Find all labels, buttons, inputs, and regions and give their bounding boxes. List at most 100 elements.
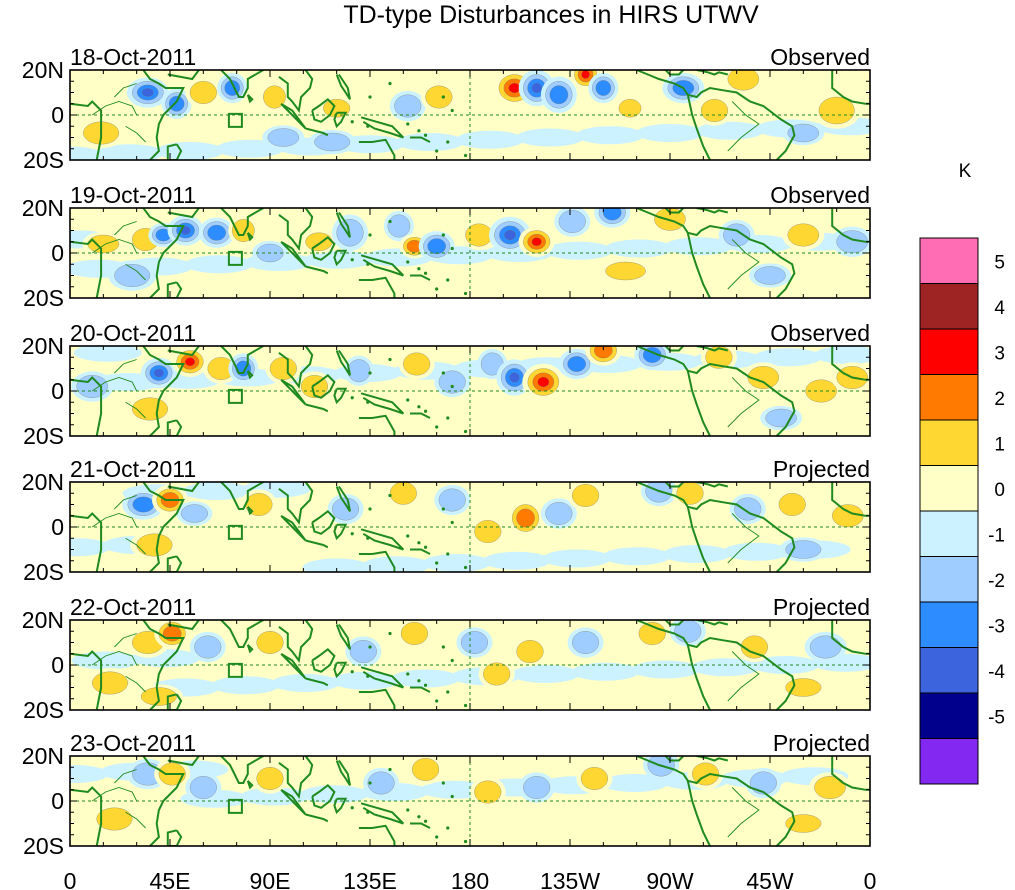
island-dot [423,819,428,823]
coastline [70,238,103,298]
anomaly-contour [537,376,550,388]
island-dot [435,287,439,291]
country-border [114,221,137,236]
coastline [278,70,314,113]
island-dot [350,258,354,262]
coastline [166,143,183,160]
anomaly-contour [504,229,516,241]
faint-anomaly [696,121,764,140]
anomaly-contour [185,357,195,366]
anomaly-contour [263,85,286,109]
faint-anomaly [691,658,760,677]
y-tick-label: 0 [51,788,64,814]
anomaly-contour [516,640,544,663]
colorbar-tick-label: -5 [988,708,1005,729]
anomaly-contour [412,758,440,781]
coastline [360,254,405,277]
country-border [727,101,760,152]
country-border [727,787,760,838]
coastline [166,693,183,710]
panel-status-label: Projected [773,456,870,482]
island-dot [463,153,468,158]
anomaly-contour [194,635,222,659]
panel-date-label: 20-Oct-2011 [70,320,196,346]
coastline [220,756,264,784]
coastline [280,788,307,816]
coastline [410,136,431,143]
coastline [410,822,431,829]
island-dot [435,835,439,839]
anomaly-field [70,482,870,572]
anomaly-contour [603,208,622,221]
anomaly-contour [460,631,488,654]
coastline [278,620,314,663]
coastline [410,548,431,555]
coastline [664,482,685,488]
island-dot [406,808,410,812]
island-dot [446,552,450,556]
island-dot [435,149,439,153]
coastline [305,127,329,137]
y-tick-label: 20S [23,697,64,723]
coastline [686,780,711,846]
country-border [91,513,138,528]
coastline [664,756,685,762]
panel-status-label: Projected [773,594,870,620]
faint-anomaly [211,676,280,695]
anomaly-contour [531,237,542,246]
anomaly-contour [545,502,573,525]
faint-anomaly [182,482,251,500]
coastline [142,756,185,846]
country-border [125,401,146,419]
coastline [636,756,796,846]
anomaly-contour [747,366,780,389]
anomaly-contour [754,266,786,285]
island-dot [350,120,354,124]
island-dot [463,565,468,570]
colorbar-swatch [919,510,979,557]
coastline [220,482,264,510]
coastline [167,346,200,357]
island-dot [463,839,468,844]
island-dot [368,95,372,99]
anomaly-contour [765,408,797,428]
anomaly-contour [572,631,600,654]
island-dot [406,122,410,126]
y-tick-label: 20S [23,423,64,449]
coastline [410,412,431,419]
island-dot [388,493,392,498]
coastline [167,70,200,81]
anomaly-contour [558,210,586,233]
coastline [70,376,103,436]
island-dot [423,409,428,413]
coastline [686,370,711,436]
country-border [114,769,137,784]
coastline [358,276,396,298]
island-dot [350,532,354,536]
coastline [246,232,254,242]
anomaly-contour [305,232,333,251]
coastline [335,211,351,238]
faint-anomaly [70,146,104,160]
coastline [335,623,351,650]
coastline [305,265,329,275]
faint-anomaly [636,124,704,142]
anomaly-contour [580,767,608,790]
coastline [335,759,351,786]
panel-status-label: Observed [770,320,870,346]
anomaly-field [70,70,870,160]
panel: 20N 0 20S 23-Oct-2011 Projected [22,730,871,859]
faint-anomaly [753,348,822,367]
island-dot [446,140,450,144]
anomaly-contour [832,504,864,528]
panel-date-label: 21-Oct-2011 [70,456,196,482]
island-dot [450,246,454,251]
island-dot [417,679,421,683]
island-dot [388,631,392,636]
x-tick-label: 135W [540,868,600,890]
x-tick-label: 90E [250,868,291,890]
coastline [333,661,348,679]
coastline [280,102,307,130]
anomaly-contour [256,767,284,790]
